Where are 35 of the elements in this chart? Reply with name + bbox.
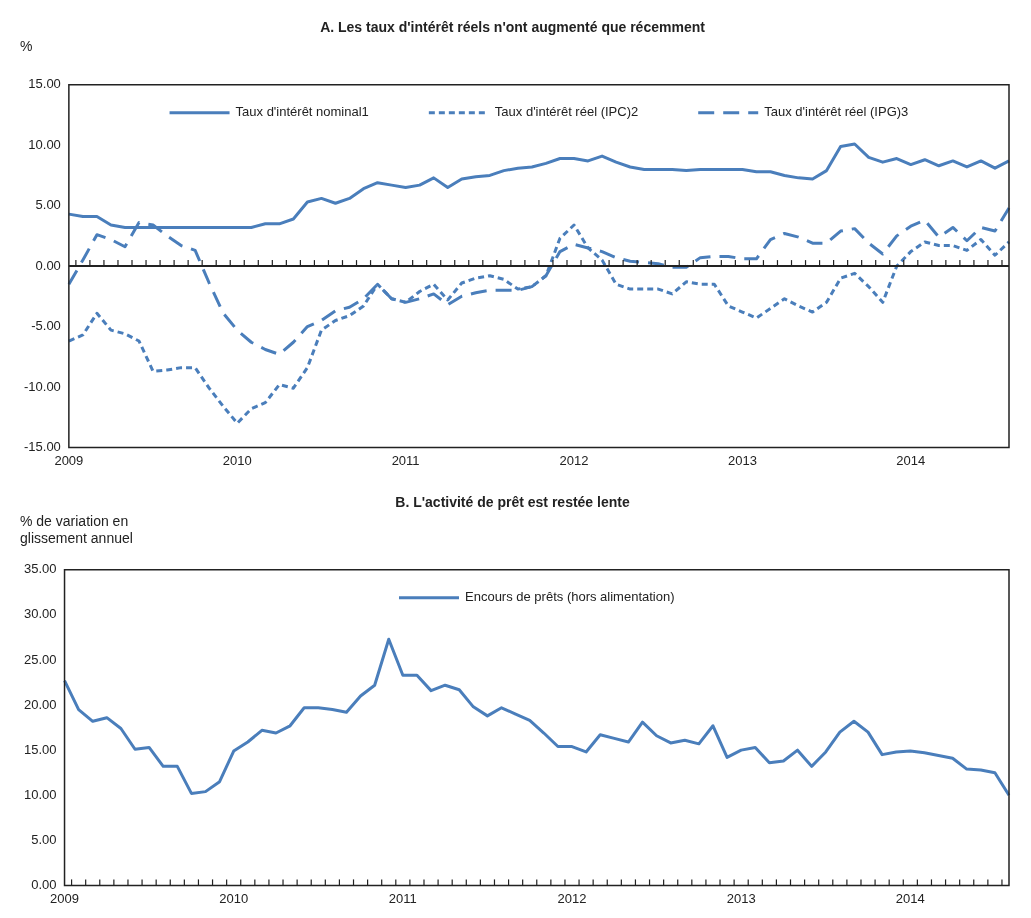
x-tick-label: 2012 xyxy=(557,890,587,906)
chart-title: A. Les taux d'intérêt réels n'ont augmenté que récemment xyxy=(320,19,706,36)
legend-label: Taux d'intérêt réel (IPG)3 xyxy=(764,104,909,120)
x-tick-label: 2009 xyxy=(50,890,79,906)
y-tick-label: 0.00 xyxy=(35,257,61,273)
legend-label: Taux d'intérêt réel (IPC)2 xyxy=(494,104,639,120)
y-tick-label: 25.00 xyxy=(23,651,57,667)
y-tick-label: 20.00 xyxy=(23,696,57,712)
x-tick-label: 2014 xyxy=(895,890,925,906)
x-tick-label: 2010 xyxy=(219,890,249,906)
y-tick-label: 0.00 xyxy=(31,876,57,892)
y-tick-label: 10.00 xyxy=(28,136,61,152)
x-tick-label: 2011 xyxy=(388,890,417,906)
y-axis-title: % xyxy=(20,38,34,55)
y-tick-label: 15.00 xyxy=(28,76,61,92)
y-tick-label: 30.00 xyxy=(23,606,57,622)
y-tick-label: -5.00 xyxy=(31,318,61,334)
y-tick-label: -10.00 xyxy=(23,378,61,394)
x-tick-label: 2012 xyxy=(559,452,589,468)
x-tick-label: 2013 xyxy=(727,452,757,468)
y-tick-label: 5.00 xyxy=(35,197,61,213)
y-tick-label: 15.00 xyxy=(23,741,57,757)
x-tick-label: 2013 xyxy=(726,890,756,906)
chart-title: B. L'activité de prêt est restée lente xyxy=(395,494,630,511)
x-tick-label: 2014 xyxy=(896,452,926,468)
x-tick-label: 2010 xyxy=(222,452,252,468)
y-axis-title: % de variation en glissement annuel xyxy=(20,513,134,547)
x-tick-label: 2009 xyxy=(54,452,84,468)
y-tick-label: 5.00 xyxy=(31,831,57,847)
y-tick-label: 10.00 xyxy=(23,786,57,802)
legend-label: Taux d'intérêt nominal1 xyxy=(235,104,369,120)
y-tick-label: -15.00 xyxy=(23,438,61,454)
y-tick-label: 35.00 xyxy=(23,561,57,577)
x-tick-label: 2011 xyxy=(391,452,420,468)
legend-label: Encours de prêts (hors alimentation) xyxy=(464,589,675,605)
